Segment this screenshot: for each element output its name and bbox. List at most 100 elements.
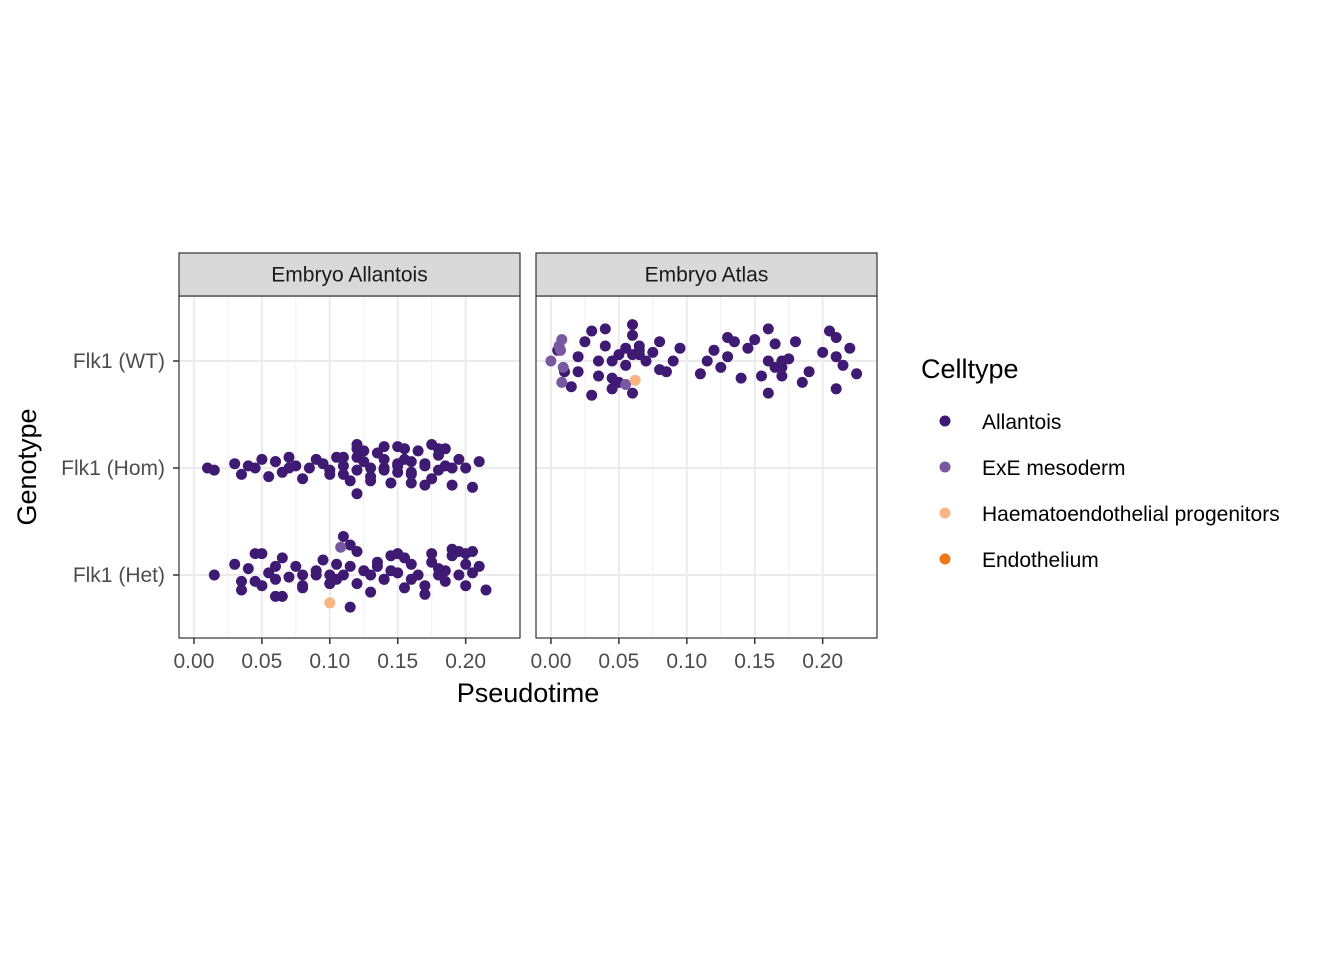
data-point [324,597,336,609]
data-point [722,332,734,343]
data-point [620,359,632,371]
x-tick-label: 0.15 [377,650,418,673]
x-tick-label: 0.05 [598,650,639,673]
x-tick-label: 0.20 [445,650,486,673]
legend-key [939,461,951,473]
data-point [742,342,754,354]
x-tick-label: 0.20 [802,650,843,673]
data-point [830,351,842,363]
data-point [606,355,618,367]
data-point [694,368,706,380]
data-point [426,439,438,450]
y-tick-label: Flk1 (Het) [73,564,165,587]
legend-label: Allantois [982,411,1061,434]
data-point [735,372,747,384]
data-point [756,370,767,382]
data-point [378,464,390,476]
facet-strip-label: Embryo Atlas [645,264,769,287]
facet-panels: Embryo Allantois Embryo Atlas [178,252,878,639]
data-point [276,552,288,564]
data-point [467,481,478,493]
data-point [270,573,281,585]
data-point [283,451,295,463]
data-point [426,556,438,568]
data-point [453,546,465,557]
data-point [545,355,557,367]
data-point [419,460,431,472]
data-point [674,342,686,354]
data-point [627,319,638,331]
data-point [460,558,472,570]
facet-panel: Embryo Atlas [535,252,878,639]
data-point [337,451,349,463]
data-point [419,580,431,592]
x-tick-label: 0.10 [309,650,350,673]
data-point [392,460,404,472]
data-point [365,586,377,598]
data-point [337,460,349,472]
data-point [249,462,261,474]
data-point [412,445,424,457]
data-point [627,387,638,399]
data-point [647,346,659,358]
data-point [599,340,611,352]
data-point [351,464,363,476]
data-point [344,539,356,551]
data-point [337,468,349,480]
data-point [667,355,679,367]
y-tick-label: Flk1 (Hom) [61,457,165,480]
data-point [627,329,638,341]
data-point [335,541,347,553]
data-point [405,477,417,489]
data-point [365,569,377,581]
data-point [208,569,220,581]
data-point [344,601,356,613]
legend-label: Haematoendothelial progenitors [982,503,1280,526]
data-point [844,342,856,354]
data-point [419,479,431,491]
data-point [378,453,390,465]
data-point [229,458,241,470]
facet-strip-label: Embryo Allantois [271,264,427,287]
data-point [817,346,829,358]
data-point [399,443,410,455]
facet-strip [178,252,521,297]
data-point [303,462,315,474]
x-axis-title: Pseudotime [457,678,600,708]
data-point [324,464,336,476]
data-point [419,588,431,600]
data-point [236,575,247,587]
data-point [310,453,322,465]
data-point [426,548,438,560]
data-point [722,351,734,363]
data-point [439,565,451,577]
data-point [762,323,774,335]
data-point [837,359,849,371]
data-point [654,364,666,376]
data-point [283,462,295,474]
data-point [446,462,458,474]
data-point [556,334,568,346]
data-point [572,351,584,363]
x-axis: 0.00 0.05 0.10 0.15 0.20 0.00 0.05 0.10 0.15 0.20 [174,638,843,673]
data-point [586,325,598,337]
y-tick-label: Flk1 (WT) [73,350,165,373]
data-point [365,475,377,487]
data-point [351,546,363,557]
data-point [556,376,568,388]
legend-key [939,553,951,565]
data-point [256,580,268,592]
data-point [433,464,444,476]
data-point [453,453,465,465]
data-point [593,370,604,382]
data-point [557,361,569,373]
data-point [297,473,309,485]
data-point [830,383,842,395]
data-point [776,370,788,382]
data-point [803,366,815,378]
data-point [629,374,641,386]
data-point [749,334,761,346]
facet-strip [535,252,878,297]
data-point [263,471,275,483]
